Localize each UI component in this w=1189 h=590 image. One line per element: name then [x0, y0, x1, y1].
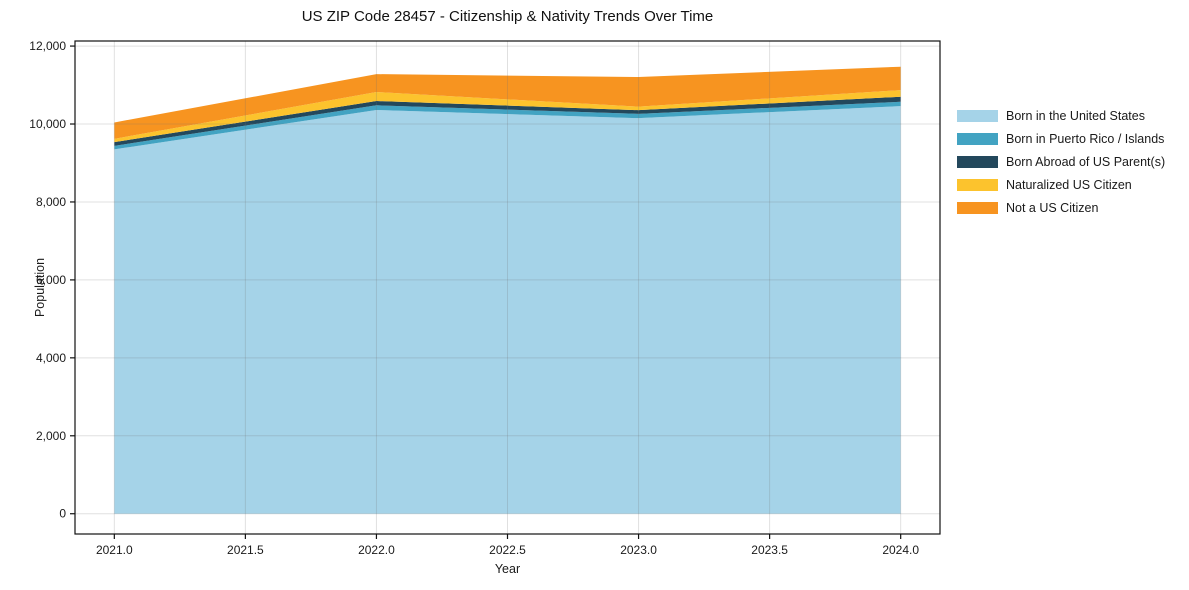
y-tick-label: 2,000: [36, 429, 66, 443]
legend-item-born-in-puerto-rico-islands: Born in Puerto Rico / Islands: [957, 127, 1165, 150]
legend-swatch-icon: [957, 201, 998, 214]
x-tick-label: 2021.5: [227, 543, 264, 557]
legend-swatch-icon: [957, 155, 998, 168]
y-tick-label: 0: [59, 507, 66, 521]
x-tick-label: 2021.0: [96, 543, 133, 557]
legend-swatch-icon: [957, 178, 998, 191]
legend-item-not-a-us-citizen: Not a US Citizen: [957, 196, 1165, 219]
area-not-a-us-citizen: [114, 66, 901, 139]
area-born-in-the-united-states: [114, 106, 901, 514]
x-axis-label: Year: [495, 562, 520, 576]
legend-label: Born in the United States: [1006, 108, 1145, 123]
x-tick-label: 2023.0: [620, 543, 657, 557]
legend-item-born-abroad-of-us-parent-s: Born Abroad of US Parent(s): [957, 150, 1165, 173]
legend-item-born-in-the-united-states: Born in the United States: [957, 104, 1165, 127]
chart-title: US ZIP Code 28457 - Citizenship & Nativi…: [301, 8, 714, 25]
legend-item-naturalized-us-citizen: Naturalized US Citizen: [957, 173, 1165, 196]
legend-label: Born in Puerto Rico / Islands: [1006, 131, 1165, 146]
x-tick-label: 2023.5: [751, 543, 788, 557]
legend-swatch-icon: [957, 132, 998, 145]
area-born-in-puerto-rico-islands: [114, 101, 901, 150]
x-tick-label: 2022.0: [358, 543, 395, 557]
y-tick-label: 10,000: [29, 117, 66, 131]
area-born-abroad-of-us-parent-s: [114, 96, 901, 146]
y-tick-label: 4,000: [36, 351, 66, 365]
y-tick-label: 12,000: [29, 39, 66, 53]
x-tick-label: 2024.0: [882, 543, 919, 557]
x-tick-label: 2022.5: [489, 543, 526, 557]
y-tick-label: 8,000: [36, 195, 66, 209]
legend-label: Born Abroad of US Parent(s): [1006, 154, 1166, 169]
legend-label: Naturalized US Citizen: [1006, 177, 1132, 192]
legend: Born in the United States Born in Puerto …: [957, 104, 1165, 219]
y-axis-label: Population: [33, 258, 47, 317]
legend-label: Not a US Citizen: [1006, 200, 1099, 215]
legend-swatch-icon: [957, 109, 998, 122]
area-naturalized-us-citizen: [114, 90, 901, 143]
y-tick-label: 6,000: [36, 273, 66, 287]
